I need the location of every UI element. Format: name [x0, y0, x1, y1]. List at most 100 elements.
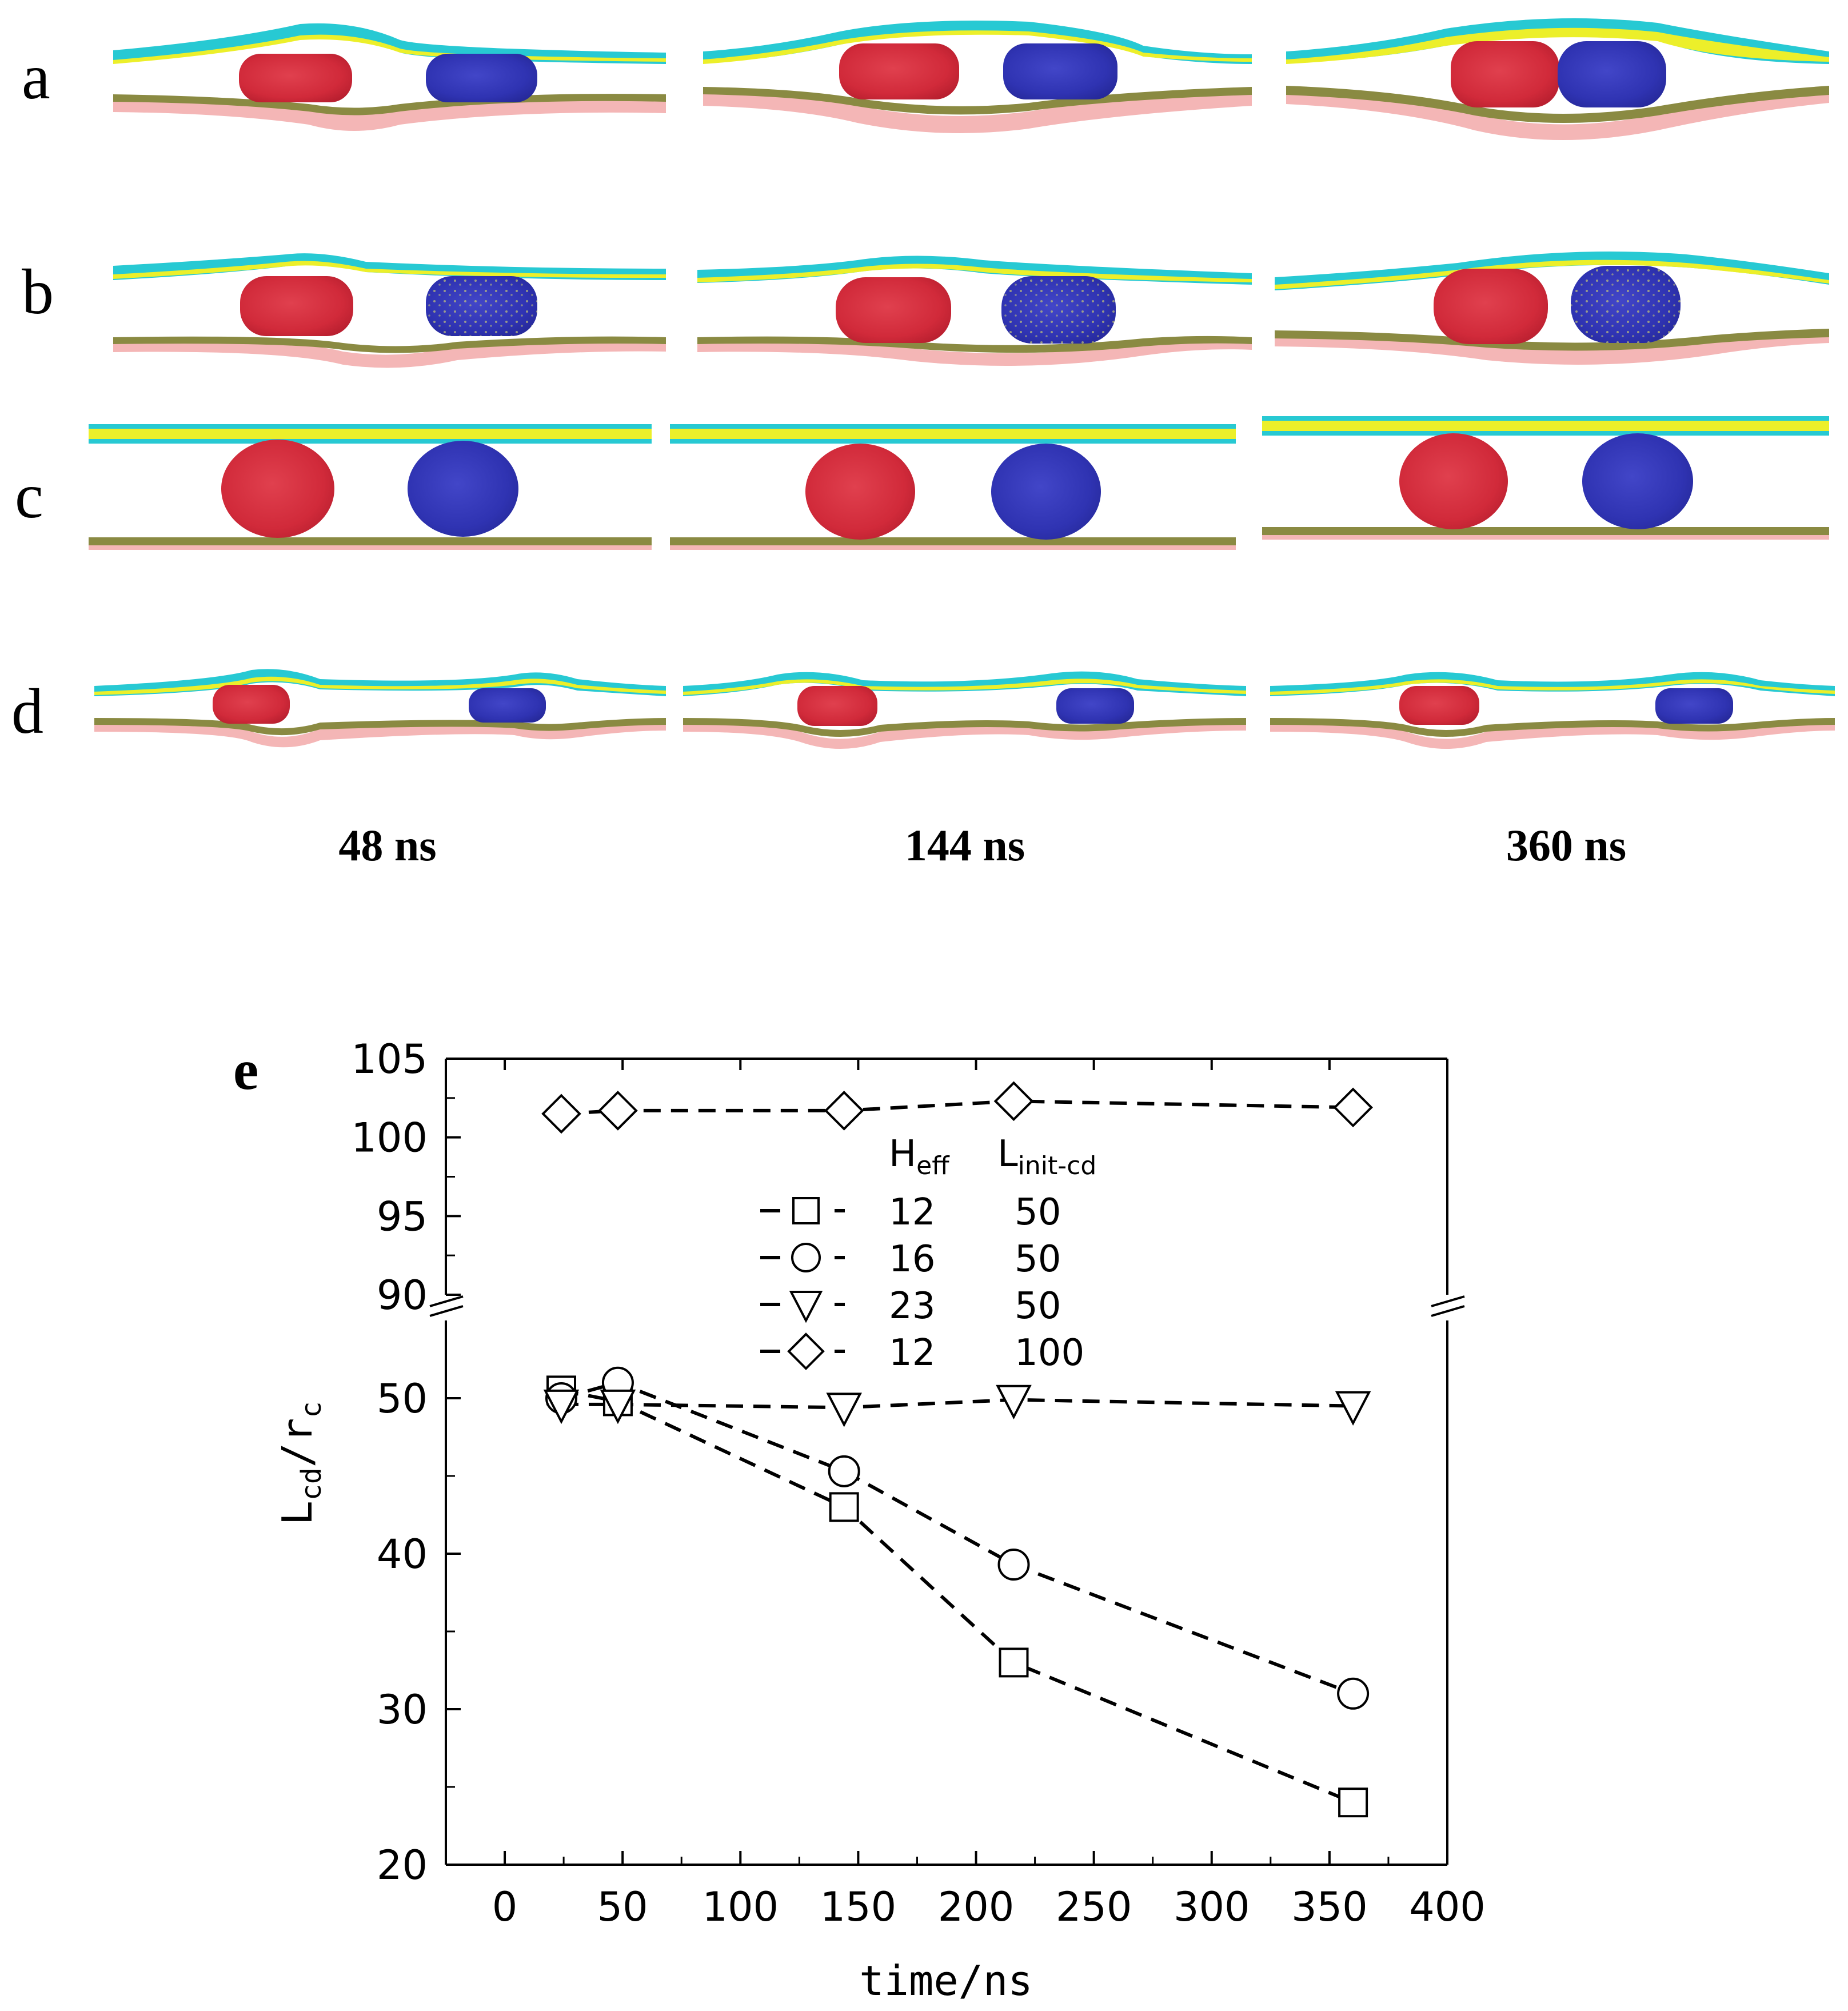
snapshot-b-360ns [1275, 252, 1829, 365]
panel-label-e: e [233, 1038, 258, 1102]
data-point-triangle-down [1335, 1391, 1371, 1426]
data-point-circle [828, 1455, 860, 1487]
x-tick-label: 50 [597, 1884, 648, 1930]
data-point-square [999, 1647, 1029, 1678]
legend-linit-value: 50 [1015, 1191, 1061, 1234]
legend-linit-value: 100 [1015, 1332, 1084, 1374]
row-label-b: b [22, 257, 54, 328]
particle-red [805, 444, 915, 540]
series-line-circle [561, 1380, 1354, 1695]
particle-red [221, 440, 334, 538]
snapshot-a-360ns [1286, 18, 1829, 140]
data-point-circle [1337, 1677, 1370, 1710]
axis-break-right-2 [1431, 1305, 1465, 1317]
particle-red [239, 54, 352, 102]
x-tick-label: 350 [1291, 1884, 1368, 1930]
x-tick-label: 200 [938, 1884, 1015, 1930]
x-tick-label: 0 [492, 1884, 518, 1930]
snapshot-c-144ns [670, 424, 1236, 550]
particle-blue [408, 441, 518, 537]
particle-blue [1056, 688, 1134, 724]
legend-heff-value: 12 [889, 1332, 935, 1374]
x-axis-ticks: 0 50 100 150 200 250 300 350 400 [492, 1059, 1486, 1930]
row-label-d: d [11, 676, 43, 747]
y-tick-label: 100 [351, 1115, 428, 1162]
snapshot-panels: a b c d [11, 18, 1835, 870]
y-axis-ticks: 20 30 40 50 90 95 100 105 [351, 1036, 461, 1889]
time-label-144ns: 144 ns [905, 820, 1025, 870]
x-tick-label: 300 [1174, 1884, 1250, 1930]
data-point-triangle-down [543, 1389, 580, 1425]
y-axis-label: Lcd/rc [273, 1402, 328, 1526]
y-tick-label: 90 [377, 1272, 428, 1319]
legend: Heff Linit-cd 12 50 16 50 23 50 12 100 [760, 1133, 1096, 1374]
snapshot-b-144ns [697, 256, 1252, 366]
particle-red [797, 686, 877, 726]
snapshot-c-48ns [89, 424, 652, 550]
particle-blue [469, 688, 546, 723]
particle-red [240, 276, 353, 336]
snapshot-b-48ns [113, 253, 666, 368]
legend-header-linit: Linit-cd [997, 1133, 1096, 1180]
series-line-triangle-down [561, 1398, 1354, 1410]
particle-red [1399, 433, 1508, 529]
series-line-square [561, 1388, 1354, 1804]
legend-heff-value: 16 [889, 1238, 935, 1280]
axis-break-right-1 [1431, 1295, 1465, 1307]
y-tick-label: 30 [377, 1686, 428, 1733]
x-tick-label: 150 [820, 1884, 897, 1930]
particle-red [1434, 269, 1548, 344]
legend-marker-diamond [787, 1332, 825, 1370]
y-tick-label: 105 [351, 1036, 428, 1083]
series-markers [541, 1081, 1373, 1818]
y-tick-label: 20 [377, 1842, 428, 1889]
particle-red [213, 685, 290, 724]
snapshot-c-360ns [1262, 416, 1829, 540]
particle-blue [1655, 688, 1733, 724]
data-point-square [1338, 1787, 1368, 1818]
series-lines [561, 1099, 1354, 1804]
data-point-triangle-down [600, 1389, 636, 1425]
legend-marker-square [792, 1197, 820, 1224]
x-tick-label: 250 [1056, 1884, 1132, 1930]
x-axis-label: time/ns [859, 1957, 1032, 2005]
particle-red [1451, 41, 1559, 107]
y-tick-label: 95 [377, 1193, 428, 1240]
particle-blue [991, 444, 1101, 540]
x-tick-label: 100 [702, 1884, 779, 1930]
axis-break-left-2 [429, 1305, 464, 1317]
particle-red [836, 277, 951, 343]
y-tick-label: 40 [377, 1531, 428, 1578]
series-line-diamond [561, 1099, 1354, 1116]
chart-panel-e: e 0 50 100 150 200 250 300 350 400 20 30 40 50 90 95 1… [233, 1036, 1486, 2005]
axis-break-left-1 [429, 1295, 464, 1307]
data-point-diamond [598, 1091, 638, 1131]
snapshot-d-144ns [683, 671, 1246, 749]
y-tick-label: 50 [377, 1375, 428, 1422]
data-point-diamond [824, 1091, 864, 1131]
x-tick-label: 400 [1409, 1884, 1486, 1930]
legend-linit-value: 50 [1015, 1238, 1061, 1280]
data-point-circle [997, 1549, 1030, 1581]
data-point-square [829, 1492, 859, 1522]
time-label-48ns: 48 ns [338, 820, 436, 870]
legend-heff-value: 12 [889, 1191, 935, 1234]
row-label-c: c [15, 461, 43, 532]
particle-blue [1582, 433, 1693, 529]
data-point-diamond [993, 1081, 1034, 1122]
snapshot-d-48ns [94, 669, 666, 748]
legend-heff-value: 23 [889, 1285, 935, 1327]
particle-blue [1003, 43, 1117, 99]
particle-blue [1558, 41, 1666, 107]
particle-red [1399, 686, 1479, 725]
legend-marker-triangle-down [789, 1291, 823, 1323]
snapshot-a-144ns [703, 21, 1252, 133]
time-label-360ns: 360 ns [1506, 820, 1626, 870]
legend-marker-circle [791, 1243, 821, 1272]
particle-red [839, 43, 959, 99]
legend-linit-value: 50 [1015, 1285, 1061, 1327]
data-point-diamond [541, 1094, 581, 1134]
legend-header-heff: Heff [889, 1133, 950, 1180]
data-point-triangle-down [826, 1392, 862, 1427]
